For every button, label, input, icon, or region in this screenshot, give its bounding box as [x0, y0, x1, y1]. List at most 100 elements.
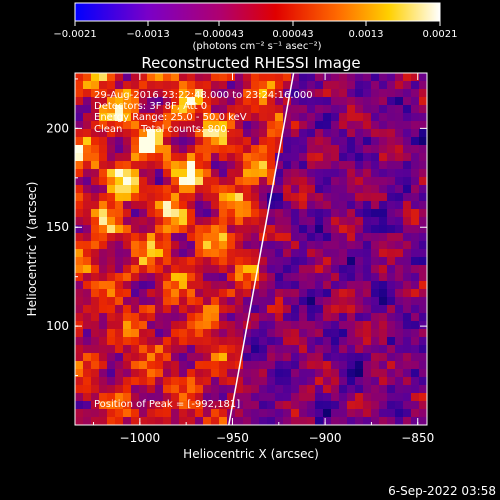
heatmap-cell [147, 273, 156, 282]
heatmap-cell [371, 281, 380, 290]
heatmap-cell [91, 353, 100, 362]
heatmap-cell [75, 81, 84, 90]
heatmap-cell [339, 313, 348, 322]
heatmap-cell [379, 409, 388, 418]
heatmap-cell [299, 377, 308, 386]
heatmap-cell [259, 137, 268, 146]
heatmap-cell [131, 113, 140, 122]
heatmap-cell [99, 129, 108, 138]
heatmap-cell [195, 249, 204, 258]
heatmap-cell [203, 353, 212, 362]
heatmap-cell [283, 137, 292, 146]
heatmap-cell [163, 385, 172, 394]
heatmap-cell [355, 257, 364, 266]
heatmap-cell [227, 201, 236, 210]
heatmap-cell [163, 113, 172, 122]
heatmap-cell [227, 273, 236, 282]
heatmap-cell [187, 409, 196, 418]
heatmap-cell [403, 385, 412, 394]
heatmap-cell [211, 385, 220, 394]
heatmap-cell [99, 225, 108, 234]
heatmap-cell [115, 137, 124, 146]
heatmap-cell [419, 105, 427, 114]
heatmap-cell [307, 145, 316, 154]
heatmap-cell [99, 345, 108, 354]
heatmap-cell [251, 217, 260, 226]
heatmap-cell [195, 73, 204, 82]
heatmap-cell [387, 249, 396, 258]
heatmap-cell [403, 377, 412, 386]
heatmap-cell [347, 177, 356, 186]
heatmap-cell [83, 225, 92, 234]
peak-position-label: Position of Peak = [-992,181] [94, 399, 240, 410]
heatmap-cell [171, 249, 180, 258]
heatmap-cell [147, 217, 156, 226]
heatmap-cell [323, 273, 332, 282]
heatmap-cell [219, 369, 228, 378]
heatmap-cell [267, 297, 276, 306]
heatmap-cell [371, 265, 380, 274]
heatmap-cell [307, 121, 316, 130]
heatmap-cell [387, 393, 396, 402]
heatmap-cell [179, 233, 188, 242]
heatmap-cell [379, 329, 388, 338]
heatmap-cell [219, 297, 228, 306]
heatmap-cell [107, 97, 116, 106]
heatmap-cell [411, 297, 420, 306]
heatmap-cell [123, 185, 132, 194]
heatmap-cell [187, 281, 196, 290]
heatmap-cell [259, 105, 268, 114]
heatmap-cell [315, 337, 324, 346]
heatmap-cell [211, 361, 220, 370]
heatmap-cell [163, 265, 172, 274]
heatmap-cell [371, 385, 380, 394]
heatmap-cell [171, 321, 180, 330]
heatmap-cell [299, 73, 308, 82]
heatmap-cell [83, 257, 92, 266]
heatmap-cell [203, 113, 212, 122]
heatmap-cell [99, 105, 108, 114]
heatmap-cell [387, 217, 396, 226]
heatmap-cell [363, 193, 372, 202]
heatmap-cell [259, 225, 268, 234]
heatmap-cell [115, 113, 124, 122]
heatmap-cell [179, 249, 188, 258]
heatmap-cell [91, 265, 100, 274]
heatmap-cell [179, 153, 188, 162]
heatmap-cell [379, 225, 388, 234]
heatmap-cell [171, 121, 180, 130]
heatmap-cell [299, 249, 308, 258]
heatmap-cell [371, 201, 380, 210]
heatmap-cell [115, 257, 124, 266]
heatmap-cell [331, 281, 340, 290]
heatmap-cell [91, 297, 100, 306]
heatmap-cell [131, 321, 140, 330]
heatmap-cell [155, 377, 164, 386]
heatmap-cell [307, 241, 316, 250]
heatmap-cell [187, 129, 196, 138]
heatmap-cell [403, 89, 412, 98]
heatmap-cell [195, 409, 204, 418]
heatmap-cell [371, 137, 380, 146]
heatmap-cell [267, 265, 276, 274]
heatmap-cell [227, 385, 236, 394]
heatmap-cell [155, 225, 164, 234]
heatmap-cell [323, 137, 332, 146]
heatmap-cell [307, 265, 316, 274]
heatmap-cell [91, 377, 100, 386]
heatmap-cell [195, 153, 204, 162]
heatmap-cell [107, 121, 116, 130]
heatmap-cell [179, 137, 188, 146]
heatmap-cell [259, 273, 268, 282]
heatmap-cell [83, 265, 92, 274]
heatmap-cell [355, 313, 364, 322]
heatmap-cell [283, 417, 292, 425]
heatmap-cell [347, 361, 356, 370]
heatmap-cell [379, 281, 388, 290]
heatmap-cell [267, 73, 276, 82]
heatmap-cell [219, 177, 228, 186]
heatmap-cell [179, 353, 188, 362]
heatmap-cell [283, 257, 292, 266]
heatmap-cell [163, 289, 172, 298]
heatmap-cell [83, 97, 92, 106]
